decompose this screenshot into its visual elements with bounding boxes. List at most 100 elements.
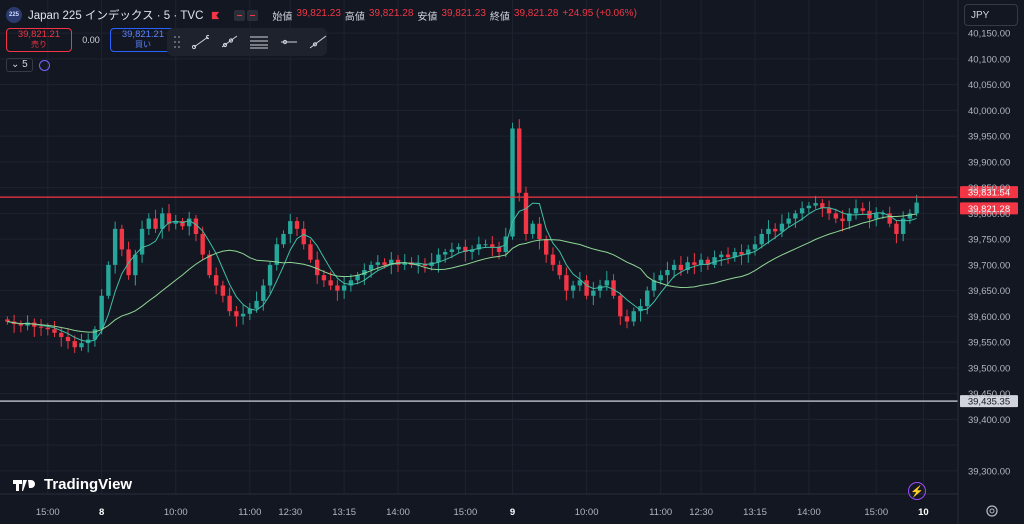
ma-slow-line (7, 213, 917, 333)
time-axis[interactable]: 15:00 8 10:00 11:00 12:30 13:15 14:00 15:00 9 10:… (0, 493, 958, 518)
candle-body (624, 316, 630, 322)
candle-body (685, 262, 690, 271)
candle-body (382, 262, 387, 265)
y-tick-label: 39,550.00 (968, 338, 1010, 349)
symbol-title[interactable]: Japan 225 インデックス · 5 · TVC (28, 10, 204, 22)
candle-body (25, 322, 30, 326)
candle-body (368, 264, 374, 271)
candle-body (308, 244, 313, 260)
trend-line-icon[interactable] (191, 34, 210, 50)
candle-body (604, 280, 609, 286)
candle-body (773, 228, 778, 232)
tradingview-logo: TradingView (12, 476, 132, 493)
y-tick-label: 40,000.00 (968, 106, 1010, 117)
candle-body (766, 228, 771, 234)
minus-icon[interactable] (234, 9, 246, 21)
buy-price: 39,821.21 (121, 29, 165, 40)
fib-levels-icon[interactable] (248, 34, 269, 50)
high-label: 高値 (344, 11, 365, 23)
symbol-badge-icon[interactable]: 225 (6, 7, 22, 23)
y-tick-label: 40,050.00 (968, 80, 1010, 91)
x-tick-label: 15:00 (453, 507, 477, 518)
candle-body (591, 290, 596, 296)
candle-body (651, 280, 657, 291)
candle-body (247, 308, 253, 314)
price-label: 39,435.35 (968, 397, 1010, 408)
candle-body (719, 254, 724, 258)
x-tick-label: 15:00 (864, 507, 888, 518)
candle-body (341, 285, 347, 291)
extended-line-icon[interactable] (308, 34, 327, 50)
interval-value: 5 (22, 59, 28, 70)
candle-body (160, 213, 165, 229)
lightning-icon[interactable]: ⚡ (908, 482, 926, 500)
candle-body (449, 249, 455, 252)
candle-body (759, 233, 764, 245)
candle-body (18, 324, 24, 326)
y-tick-label: 39,800.00 (968, 209, 1010, 220)
candle-body (294, 221, 300, 229)
y-tick-label: 39,900.00 (968, 157, 1010, 168)
x-tick-label: 12:30 (278, 507, 302, 518)
candle-body (725, 254, 731, 258)
candle-body (321, 275, 327, 281)
interval-selector[interactable]: ⌄ 5 (6, 58, 33, 72)
candle-body (442, 252, 448, 255)
sell-price: 39,821.21 (17, 29, 61, 40)
candle-body (597, 285, 603, 291)
compare-icon[interactable] (38, 59, 50, 71)
candle-body (894, 223, 899, 234)
candle-body (813, 203, 818, 206)
sell-label: 売り (31, 40, 47, 49)
candle-body (166, 213, 172, 224)
y-tick-label: 39,650.00 (968, 286, 1010, 297)
drawing-toolbar (167, 28, 327, 56)
price-label-box (960, 202, 1018, 215)
x-tick-label: 9 (510, 507, 515, 518)
candle-body (436, 254, 441, 263)
sell-button[interactable]: 39,821.21 売り (6, 28, 72, 52)
candle-body (422, 263, 428, 266)
candle-body (698, 259, 704, 265)
candle-body (375, 262, 380, 265)
candle-body (665, 270, 670, 276)
candle-body (645, 290, 650, 307)
candle-body (806, 205, 812, 209)
settings-gear-icon[interactable] (985, 504, 999, 518)
candle-body (557, 264, 562, 276)
x-tick-label: 13:15 (743, 507, 767, 518)
candle-body (5, 319, 10, 322)
open-value: 39,821.23 (296, 7, 341, 19)
candlestick-series (5, 119, 919, 353)
price-levels: 39,831.54 39,821.28 39,435.35 (0, 186, 1018, 408)
candle-body (510, 128, 515, 237)
price-axis[interactable]: 40,150.00 40,100.00 40,050.00 40,000.00 39,9… (957, 0, 1010, 524)
y-tick-label: 39,600.00 (968, 312, 1010, 323)
candle-body (496, 246, 502, 252)
candle-body (261, 285, 266, 301)
change-value: +24.95 (+0.06%) (562, 7, 637, 19)
candle-body (153, 218, 158, 229)
horizontal-line-icon[interactable] (279, 34, 298, 50)
candle-body (746, 249, 751, 255)
series-controls (234, 9, 259, 21)
minus-icon[interactable] (247, 9, 259, 21)
candle-body (847, 213, 852, 222)
y-tick-label: 39,400.00 (968, 415, 1010, 426)
candle-body (207, 254, 212, 276)
trade-panel: 39,821.21 売り 0.00 39,821.21 買い (6, 28, 176, 52)
candle-body (820, 203, 825, 209)
flag-icon[interactable] (211, 11, 220, 20)
candle-body (301, 228, 306, 245)
close-value: 39,821.28 (513, 7, 559, 19)
currency-selector[interactable]: JPY (964, 4, 1018, 26)
low-label: 安値 (417, 11, 438, 23)
drag-handle-icon[interactable] (173, 35, 181, 49)
ray-line-icon[interactable] (219, 34, 238, 50)
y-tick-label: 39,850.00 (968, 183, 1010, 194)
candle-body (227, 295, 232, 312)
candle-body (119, 228, 125, 250)
candle-body (59, 332, 64, 337)
candle-body (577, 280, 583, 286)
